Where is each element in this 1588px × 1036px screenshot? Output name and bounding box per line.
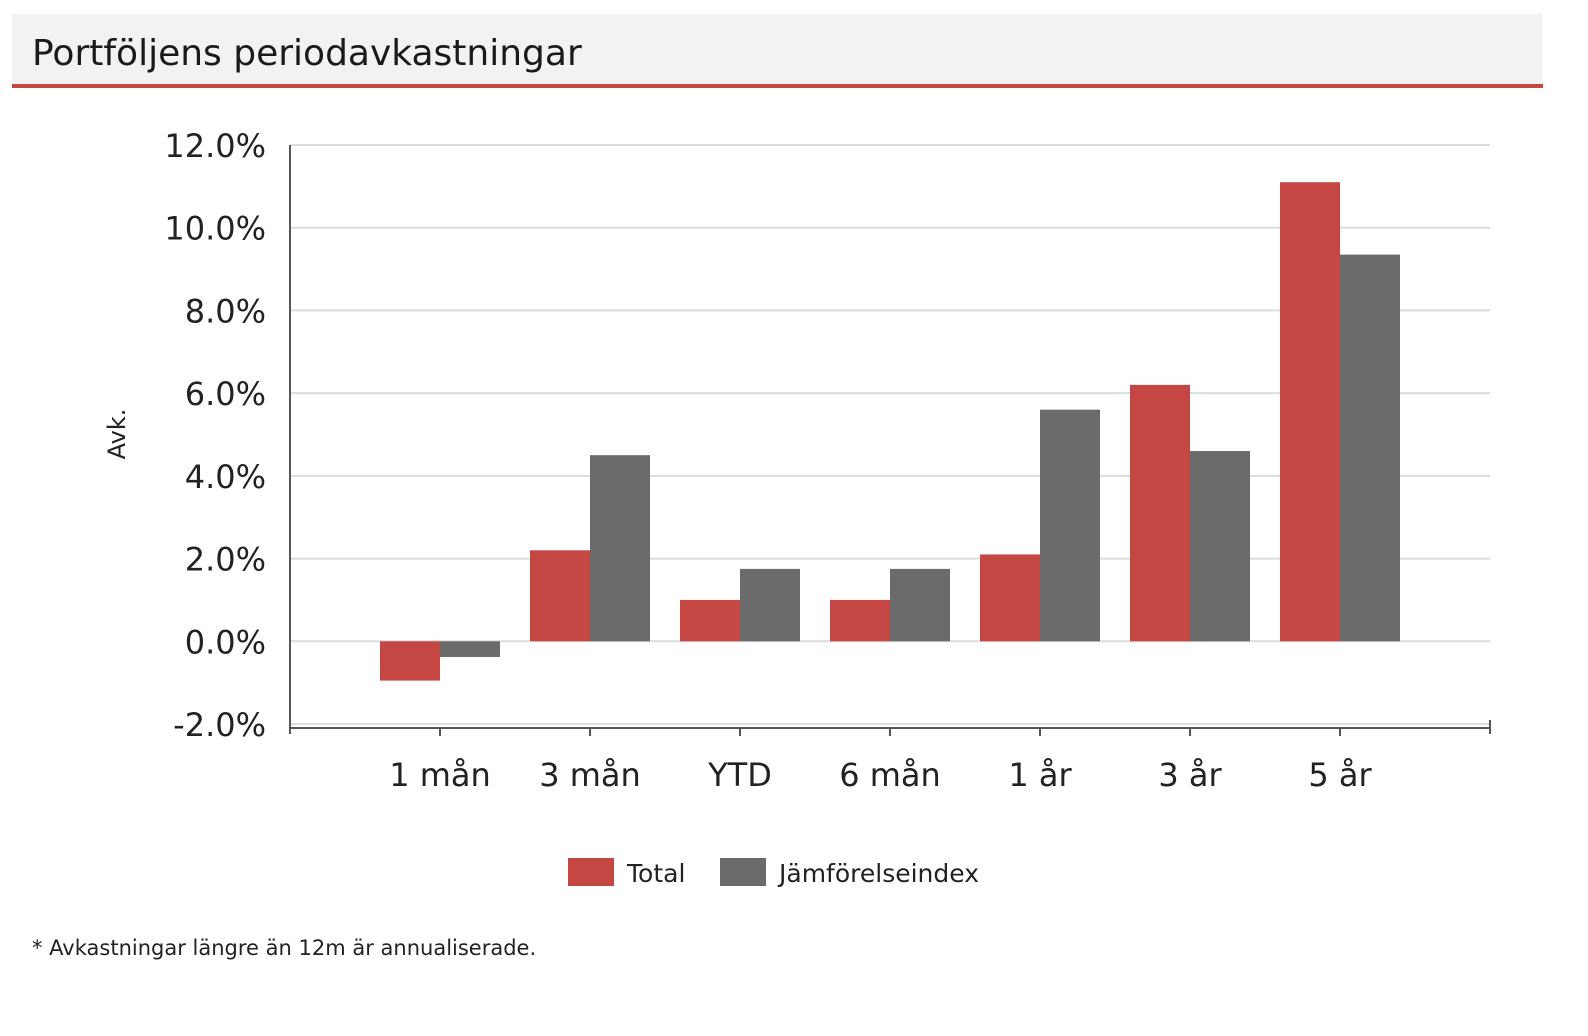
bar-total-1 bbox=[530, 550, 590, 642]
x-tick-label: 6 mån bbox=[839, 756, 941, 794]
axes bbox=[289, 145, 1491, 736]
bar-benchmark-3 bbox=[890, 568, 950, 642]
x-tick-label: 1 år bbox=[1008, 756, 1072, 794]
y-tick-label: 8.0% bbox=[185, 292, 266, 330]
bar-total-3 bbox=[830, 599, 890, 642]
bar-benchmark-1 bbox=[590, 455, 650, 642]
y-tick-label: 12.0% bbox=[164, 127, 266, 165]
bar-total-0 bbox=[380, 641, 440, 681]
bar-benchmark-0 bbox=[440, 641, 500, 658]
bar-benchmark-6 bbox=[1340, 254, 1400, 642]
legend-swatch-benchmark bbox=[720, 858, 766, 886]
bar-total-5 bbox=[1130, 384, 1190, 642]
x-tick-label: 5 år bbox=[1308, 756, 1372, 794]
y-tick-label: 4.0% bbox=[185, 458, 266, 496]
bar-total-6 bbox=[1280, 182, 1340, 642]
y-tick-label: 10.0% bbox=[164, 210, 266, 248]
legend-swatch-total bbox=[568, 858, 614, 886]
bar-benchmark-2 bbox=[740, 568, 800, 642]
y-tick-label: 0.0% bbox=[185, 623, 266, 661]
bars bbox=[380, 182, 1400, 681]
x-tick-label: 3 mån bbox=[539, 756, 641, 794]
page-title: Portföljens periodavkastningar bbox=[32, 33, 582, 74]
bar-benchmark-5 bbox=[1190, 451, 1250, 642]
chart-header: Portföljens periodavkastningar bbox=[12, 14, 1543, 88]
x-tick-label: 1 mån bbox=[389, 756, 491, 794]
bar-total-2 bbox=[680, 599, 740, 642]
x-tick-labels: 1 mån 3 mån YTD 6 mån 1 år 3 år 5 år bbox=[389, 756, 1372, 794]
y-tick-labels: 12.0% 10.0% 8.0% 6.0% 4.0% 2.0% 0.0% -2.0% bbox=[164, 127, 266, 744]
legend: Total Jämförelseindex bbox=[568, 858, 979, 888]
y-tick-label: 2.0% bbox=[185, 541, 266, 579]
legend-label-total: Total bbox=[626, 859, 685, 888]
legend-label-benchmark: Jämförelseindex bbox=[777, 859, 979, 888]
y-tick-label: 6.0% bbox=[185, 375, 266, 413]
x-tick-label: YTD bbox=[707, 756, 772, 794]
x-tick-label: 3 år bbox=[1158, 756, 1222, 794]
bar-total-4 bbox=[980, 554, 1040, 642]
bar-benchmark-4 bbox=[1040, 409, 1100, 642]
y-axis-label: Avk. bbox=[103, 409, 131, 460]
y-tick-label: -2.0% bbox=[173, 706, 266, 744]
footnote: * Avkastningar längre än 12m är annualis… bbox=[32, 936, 537, 960]
